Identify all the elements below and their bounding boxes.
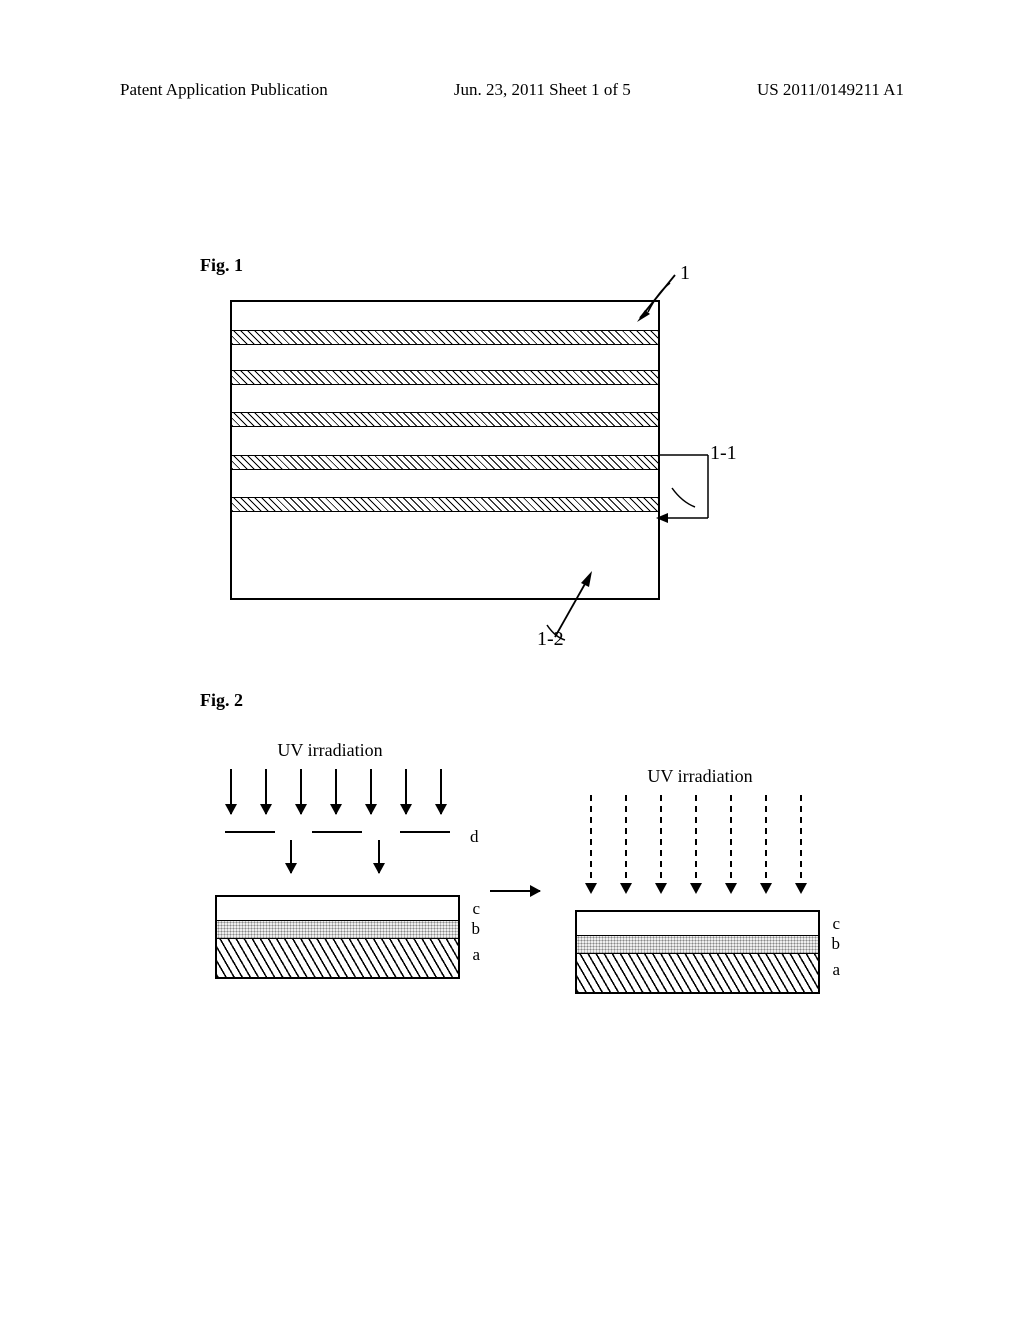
hatched-row bbox=[232, 370, 658, 385]
layer-stack-right: c b a bbox=[575, 910, 820, 994]
layer-label-c: c bbox=[472, 899, 480, 919]
hatched-row bbox=[232, 330, 658, 345]
callout-1-2: 1-2 bbox=[537, 628, 564, 651]
layer-label-b: b bbox=[832, 934, 841, 954]
layer-c bbox=[577, 912, 818, 936]
dashed-arrows bbox=[570, 795, 830, 900]
callout-1: 1 bbox=[680, 262, 690, 285]
fig2-right-panel: UV irradiation c b a bbox=[570, 740, 830, 994]
callout-1-1: 1-1 bbox=[710, 442, 737, 465]
layer-stack-left: c b a bbox=[215, 895, 460, 979]
layer-label-d: d bbox=[470, 827, 479, 847]
layer-a bbox=[217, 939, 458, 977]
solid-arrows-top bbox=[200, 769, 460, 829]
header-date-sheet: Jun. 23, 2011 Sheet 1 of 5 bbox=[454, 80, 631, 100]
transition-arrow bbox=[490, 890, 540, 892]
fig1-box bbox=[230, 300, 660, 600]
leader-line-1 bbox=[640, 280, 690, 320]
header-publication: Patent Application Publication bbox=[120, 80, 328, 100]
leader-line-1-1 bbox=[660, 470, 720, 530]
mask-element bbox=[200, 831, 460, 835]
page-header: Patent Application Publication Jun. 23, … bbox=[0, 80, 1024, 100]
layer-b bbox=[577, 936, 818, 954]
layer-label-a: a bbox=[832, 960, 840, 980]
fig1-diagram bbox=[230, 300, 660, 600]
hatched-row bbox=[232, 455, 658, 470]
fig1-label: Fig. 1 bbox=[200, 255, 243, 276]
layer-b bbox=[217, 921, 458, 939]
uv-irradiation-label: UV irradiation bbox=[570, 766, 830, 787]
hatched-row bbox=[232, 497, 658, 512]
solid-arrows-below bbox=[200, 840, 460, 885]
uv-irradiation-label: UV irradiation bbox=[200, 740, 460, 761]
fig2-label: Fig. 2 bbox=[200, 690, 243, 711]
hatched-row bbox=[232, 412, 658, 427]
fig2-left-panel: UV irradiation d c b bbox=[200, 740, 460, 979]
layer-label-a: a bbox=[472, 945, 480, 965]
layer-label-c: c bbox=[832, 914, 840, 934]
layer-c bbox=[217, 897, 458, 921]
layer-a bbox=[577, 954, 818, 992]
header-application-number: US 2011/0149211 A1 bbox=[757, 80, 904, 100]
layer-label-b: b bbox=[472, 919, 481, 939]
